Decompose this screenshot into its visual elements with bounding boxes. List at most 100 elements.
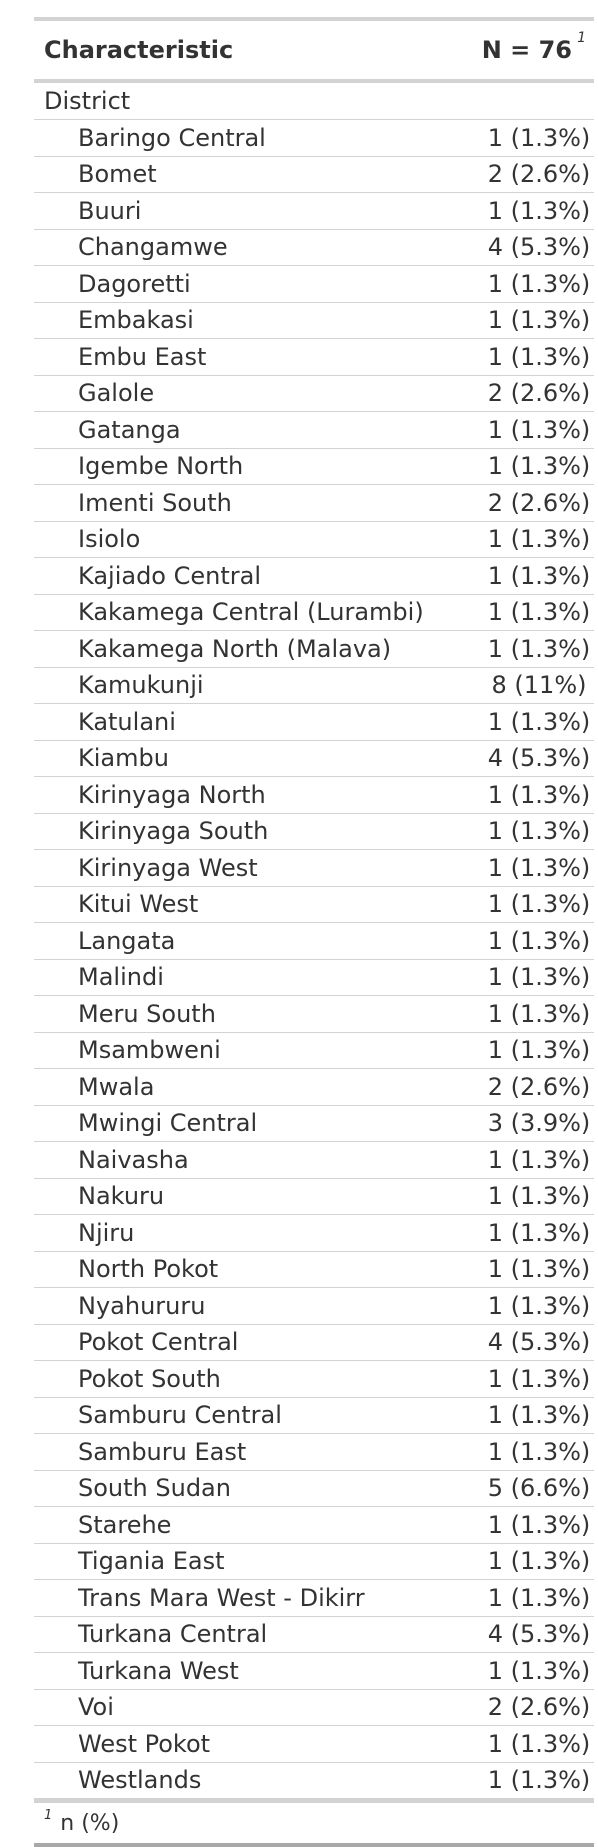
row-label: Gatanga — [78, 415, 181, 444]
row-value: 1 (1.3%) — [487, 1291, 591, 1320]
row-value: 5 (6.6%) — [487, 1474, 591, 1503]
row-label: Turkana Central — [78, 1620, 268, 1649]
row-label: Galole — [78, 379, 155, 408]
row-label: Nakuru — [78, 1182, 165, 1211]
row-value: 1 (1.3%) — [487, 999, 591, 1028]
row-label: Starehe — [78, 1510, 172, 1539]
table-row: Kirinyaga North 1 (1.3%) — [34, 777, 594, 814]
table-row: North Pokot 1 (1.3%) — [34, 1252, 594, 1288]
table-row: Nyahururu 1 (1.3%) — [34, 1288, 594, 1325]
row-value: 1 (1.3%) — [487, 561, 591, 590]
table-row: Katulani 1 (1.3%) — [34, 704, 594, 741]
row-value: 1 (1.3%) — [487, 1218, 591, 1247]
row-label: Bomet — [78, 160, 157, 189]
row-value: 2 (2.6%) — [487, 488, 591, 517]
table-row: Pokot South 1 (1.3%) — [34, 1361, 594, 1398]
row-label: Embakasi — [78, 306, 194, 335]
row-value: 1 (1.3%) — [487, 1437, 591, 1466]
row-value: 1 (1.3%) — [487, 1182, 591, 1211]
table-row: Kajiado Central 1 (1.3%) — [34, 558, 594, 595]
row-value: 1 (1.3%) — [487, 634, 591, 663]
row-value: 1 (1.3%) — [487, 1656, 591, 1685]
table-row: Starehe 1 (1.3%) — [34, 1507, 594, 1544]
row-label: Kitui West — [78, 890, 199, 919]
row-label: Meru South — [78, 999, 216, 1028]
table-row: Dagoretti 1 (1.3%) — [34, 266, 594, 303]
row-label: Langata — [78, 926, 176, 955]
row-value: 1 (1.3%) — [487, 306, 591, 335]
row-value: 1 (1.3%) — [487, 342, 591, 371]
row-label: Turkana West — [78, 1656, 239, 1685]
table-row: Embu East 1 (1.3%) — [34, 339, 594, 376]
row-value: 2 (2.6%) — [487, 160, 591, 189]
row-value: 1 (1.3%) — [487, 1547, 591, 1576]
n-header-footnote-mark: 1 — [577, 30, 586, 46]
row-label: Mwingi Central — [78, 1109, 258, 1138]
row-label: Dagoretti — [78, 269, 191, 298]
row-value: 1 (1.3%) — [487, 123, 591, 152]
table-row: Malindi 1 (1.3%) — [34, 960, 594, 996]
row-label: Kirinyaga South — [78, 817, 269, 846]
row-label: Naivasha — [78, 1145, 189, 1174]
row-value: 1 (1.3%) — [487, 1401, 591, 1430]
table-row: Samburu Central 1 (1.3%) — [34, 1398, 594, 1434]
row-label: Kirinyaga West — [78, 853, 258, 882]
table-row: Trans Mara West - Dikirr 1 (1.3%) — [34, 1580, 594, 1617]
bottom-rule — [34, 1799, 594, 1803]
row-value: 1 (1.3%) — [487, 1729, 591, 1758]
table-row: Isiolo 1 (1.3%) — [34, 522, 594, 558]
row-value: 1 (1.3%) — [487, 707, 591, 736]
table-row: Westlands 1 (1.3%) — [34, 1763, 594, 1799]
table-row: Turkana West 1 (1.3%) — [34, 1653, 594, 1690]
row-value: 1 (1.3%) — [487, 890, 591, 919]
footnote-mark: 1 — [44, 1807, 53, 1823]
table-row: Igembe North 1 (1.3%) — [34, 449, 594, 485]
table-row: Msambweni 1 (1.3%) — [34, 1033, 594, 1069]
row-label: Imenti South — [78, 488, 232, 517]
row-value: 1 (1.3%) — [487, 196, 591, 225]
table-row: Kakamega Central (Lurambi) 1 (1.3%) — [34, 595, 594, 631]
table-row: Baringo Central 1 (1.3%) — [34, 120, 594, 157]
table-row: Buuri 1 (1.3%) — [34, 193, 594, 230]
row-label: Kajiado Central — [78, 561, 261, 590]
table-row: Naivasha 1 (1.3%) — [34, 1142, 594, 1179]
row-label: Samburu East — [78, 1437, 247, 1466]
row-value: 1 (1.3%) — [487, 598, 591, 627]
table-row: Imenti South 2 (2.6%) — [34, 485, 594, 522]
row-label: South Sudan — [78, 1474, 231, 1503]
row-value: 4 (5.3%) — [487, 233, 591, 262]
table-row: Galole 2 (2.6%) — [34, 376, 594, 412]
row-value: 1 (1.3%) — [487, 415, 591, 444]
row-label: Malindi — [78, 963, 164, 992]
row-label: Samburu Central — [78, 1401, 282, 1430]
row-label: Igembe North — [78, 452, 244, 481]
row-label: Tigania East — [78, 1547, 225, 1576]
table-row: Kiambu 4 (5.3%) — [34, 741, 594, 777]
table-row: South Sudan 5 (6.6%) — [34, 1471, 594, 1507]
table-row: Embakasi 1 (1.3%) — [34, 303, 594, 339]
row-label: West Pokot — [78, 1729, 211, 1758]
table-row: Njiru 1 (1.3%) — [34, 1215, 594, 1252]
row-value: 1 (1.3%) — [487, 926, 591, 955]
row-value: 1 (1.3%) — [487, 963, 591, 992]
row-label: North Pokot — [78, 1255, 219, 1284]
row-value: 1 (1.3%) — [487, 525, 591, 554]
row-label: Pokot Central — [78, 1328, 239, 1357]
table-row: Kakamega North (Malava) 1 (1.3%) — [34, 631, 594, 668]
row-value: 2 (2.6%) — [487, 379, 591, 408]
table-row: Pokot Central 4 (5.3%) — [34, 1325, 594, 1361]
table-row: Kirinyaga West 1 (1.3%) — [34, 850, 594, 887]
row-label: Embu East — [78, 342, 207, 371]
table-row: Meru South 1 (1.3%) — [34, 996, 594, 1033]
row-value: 4 (5.3%) — [487, 1620, 591, 1649]
row-value: 1 (1.3%) — [487, 853, 591, 882]
table-row: Nakuru 1 (1.3%) — [34, 1179, 594, 1215]
row-value: 3 (3.9%) — [487, 1109, 591, 1138]
row-label: Kakamega North (Malava) — [78, 634, 392, 663]
row-value: 1 (1.3%) — [487, 1766, 591, 1795]
n-header-label: N = 76 — [481, 36, 572, 64]
characteristic-header: Characteristic — [44, 36, 234, 64]
row-value: 1 (1.3%) — [487, 1364, 591, 1393]
row-label: Katulani — [78, 707, 176, 736]
row-value: 1 (1.3%) — [487, 1255, 591, 1284]
